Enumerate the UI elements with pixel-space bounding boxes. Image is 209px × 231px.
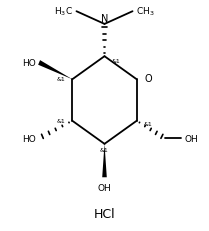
Text: O: O (145, 73, 152, 83)
Text: OH: OH (98, 183, 111, 192)
Polygon shape (38, 61, 72, 80)
Text: &1: &1 (111, 58, 120, 63)
Text: N: N (101, 14, 108, 24)
Text: &1: &1 (56, 77, 65, 82)
Text: HCl: HCl (94, 207, 115, 219)
Text: &1: &1 (144, 122, 153, 127)
Text: &1: &1 (100, 147, 109, 152)
Text: HO: HO (22, 134, 36, 143)
Text: CH$_3$: CH$_3$ (136, 6, 154, 18)
Text: OH: OH (184, 134, 198, 143)
Polygon shape (102, 144, 107, 177)
Text: H$_3$C: H$_3$C (54, 6, 73, 18)
Text: &1: &1 (56, 118, 65, 123)
Text: HO: HO (22, 59, 36, 68)
